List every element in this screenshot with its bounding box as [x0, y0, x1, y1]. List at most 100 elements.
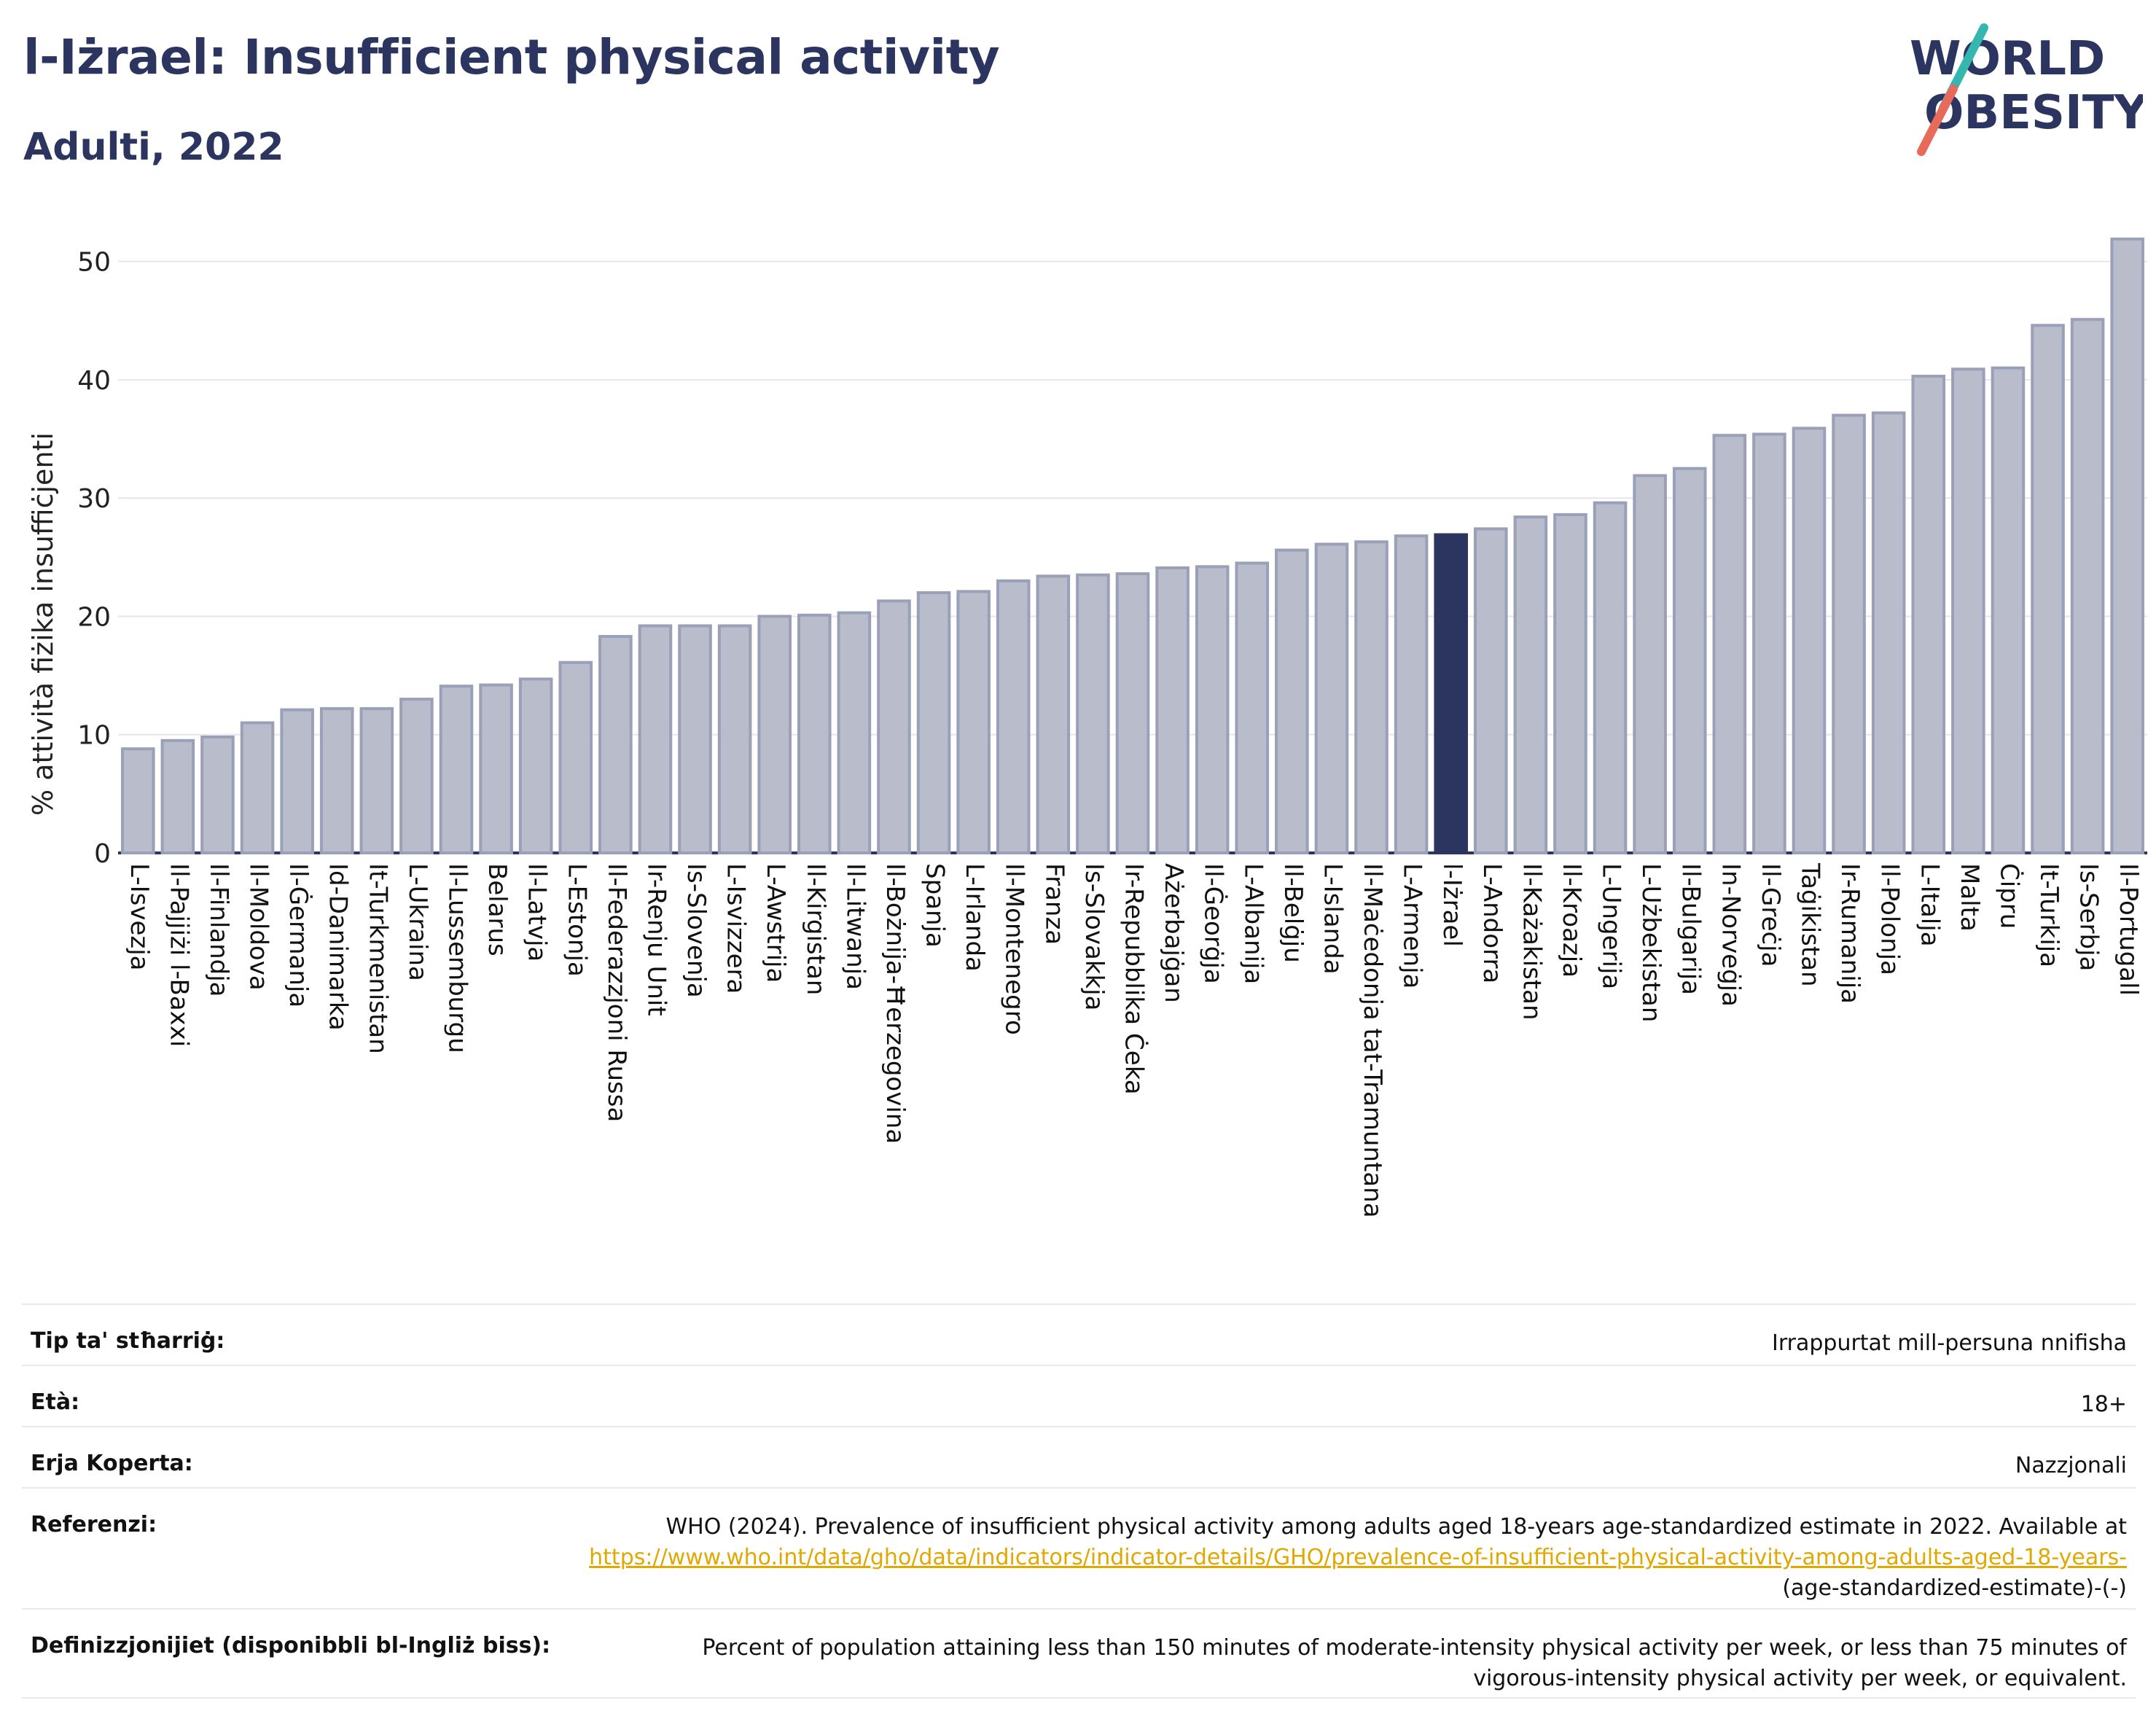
y-tick-label: 20	[77, 602, 111, 632]
x-tick-label: L-Ungerija	[1597, 863, 1626, 989]
x-tick-label: L-Isvezja	[125, 863, 154, 971]
x-tick-label: Ir-Rumanija	[1835, 863, 1864, 1004]
y-tick-label: 30	[77, 484, 111, 514]
bar	[837, 611, 872, 854]
bar	[956, 590, 991, 854]
x-tick-label: L-Ukraina	[403, 863, 432, 981]
x-tick-label: Il-Kirgistan	[801, 863, 830, 995]
info-row-definitions: Definizzjonijiet (disponibbli bl-Ingliż …	[22, 1608, 2136, 1699]
bar	[479, 683, 513, 854]
x-tick-label: Id-Danimarka	[324, 863, 353, 1031]
x-tick-label: Il-Finlandja	[204, 863, 233, 997]
bar	[1275, 548, 1309, 854]
bar	[160, 738, 195, 854]
bar	[1235, 561, 1270, 854]
bar	[359, 707, 394, 854]
x-tick-label: Il-Lussemburgu	[443, 863, 472, 1053]
x-tick-label: Il-Montenegro	[1000, 863, 1029, 1035]
x-tick-label: Il-Litwanja	[840, 863, 870, 990]
x-tick-label: It-Turkmenistan	[363, 863, 392, 1054]
x-tick-label: L-Islanda	[1318, 863, 1347, 975]
bar	[1115, 572, 1150, 854]
x-tick-label: Belarus	[483, 863, 512, 956]
info-value: Percent of population attaining less tha…	[702, 1635, 2127, 1691]
info-label: Referenzi:	[31, 1512, 157, 1537]
x-tick-label: Il-Maċedonja tat-Tramuntana	[1358, 863, 1387, 1218]
bar	[678, 624, 712, 854]
x-tick-label: L-Irlanda	[960, 863, 989, 972]
bar	[1712, 434, 1747, 855]
bar	[1513, 515, 1548, 854]
x-tick-label: Ir-Repubblika Ċeka	[1120, 863, 1149, 1095]
info-label: Tip ta' stħarriġ:	[31, 1328, 225, 1354]
info-row-area: Erja Koperta: Nazzjonali	[22, 1426, 2136, 1487]
x-tick-label: L-Isvizzera	[722, 863, 751, 994]
x-tick-label: Spanja	[921, 863, 950, 948]
bar	[1394, 534, 1429, 854]
bar	[121, 747, 155, 854]
x-tick-label: Malta	[1955, 863, 1984, 932]
bar	[280, 708, 314, 855]
x-tick-label: L-Armenja	[1398, 863, 1427, 989]
x-tick-label: Il-Każakistan	[1517, 863, 1546, 1021]
x-tick-label: L-Awstrija	[761, 863, 790, 983]
world-obesity-logo: WORLD OBESITY	[1910, 23, 2143, 156]
y-tick-label: 0	[94, 839, 111, 869]
bar	[319, 707, 354, 854]
x-tick-label: L-Albanija	[1238, 863, 1268, 984]
bar	[598, 635, 633, 854]
x-tick-label: Il-Bożnija-Ħerzegovina	[880, 863, 910, 1144]
x-tick-label: Ċipru	[1994, 863, 2024, 929]
x-tick-label: Is-Serbja	[2074, 863, 2104, 971]
info-row-age: Età: 18+	[22, 1365, 2136, 1426]
info-row-references: Referenzi: WHO (2024). Prevalence of ins…	[22, 1487, 2136, 1608]
x-tick-label: Is-Slovakkja	[1079, 863, 1109, 1010]
bar	[1951, 367, 1985, 855]
y-tick-label: 50	[77, 248, 111, 278]
bar	[1195, 565, 1230, 854]
bar	[757, 615, 792, 854]
y-tick-label: 40	[77, 366, 111, 396]
y-tick-label: 10	[77, 721, 111, 751]
bar	[1633, 474, 1667, 854]
reference-suffix: (age-standardized-estimate)-(-)	[1782, 1575, 2127, 1601]
info-label: Erja Koperta:	[31, 1451, 193, 1476]
x-tick-label: Il-Belġju	[1278, 863, 1308, 963]
bar	[996, 579, 1031, 855]
x-tick-label: In-Norveġja	[1716, 863, 1745, 1007]
bar	[399, 698, 434, 854]
info-value: WHO (2024). Prevalence of insufficient p…	[582, 1512, 2127, 1608]
y-axis-label: % attività fiżika insuffiċjenti	[27, 432, 59, 816]
bar	[1474, 527, 1508, 854]
bar	[1593, 501, 1628, 854]
x-tick-label: Taġikistan	[1796, 862, 1825, 987]
info-value: Nazzjonali	[2015, 1453, 2127, 1478]
bar	[2070, 318, 2105, 855]
bar	[1314, 542, 1349, 854]
x-tick-label: Ażerbajġan	[1159, 863, 1188, 1003]
bar	[1434, 533, 1468, 854]
bar	[916, 591, 951, 854]
info-row-survey-type: Tip ta' stħarriġ: Irrappurtat mill-persu…	[22, 1303, 2136, 1365]
info-label: Età:	[31, 1389, 80, 1415]
x-tick-label: L-Estonja	[562, 863, 591, 977]
x-tick-label: Il-Pajjiżi l-Baxxi	[164, 863, 193, 1047]
x-tick-label: Il-Greċja	[1756, 863, 1785, 967]
bar	[1672, 467, 1707, 855]
info-value: Irrappurtat mill-persuna nnifisha	[1771, 1330, 2127, 1356]
bar	[558, 660, 593, 854]
bar	[2110, 237, 2144, 854]
bar	[518, 677, 553, 854]
chart-subtitle: Adulti, 2022	[23, 125, 284, 169]
info-label: Definizzjonijiet (disponibbli bl-Ingliż …	[31, 1633, 551, 1658]
x-tick-label: Il-Polonja	[1875, 863, 1905, 975]
bar	[1354, 540, 1388, 854]
x-tick-label: L-Użbekistan	[1636, 863, 1665, 1022]
reference-link[interactable]: https://www.who.int/data/gho/data/indica…	[589, 1545, 2127, 1570]
x-tick-label: Is-Slovenja	[681, 863, 711, 998]
logo-line2: OBESITY	[1924, 86, 2143, 140]
bars	[121, 237, 2144, 855]
x-tick-label: Il-Kroazja	[1557, 863, 1586, 978]
bar	[877, 599, 911, 855]
x-tick-label: L-Andorra	[1477, 863, 1507, 983]
